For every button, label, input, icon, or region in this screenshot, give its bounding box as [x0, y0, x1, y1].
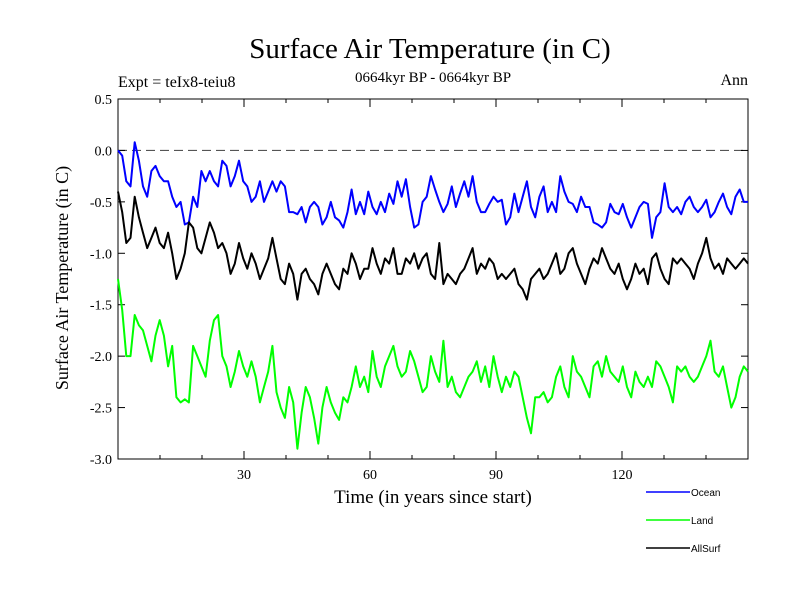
chart-title: Surface Air Temperature (in C): [249, 33, 610, 65]
y-tick-label: -3.0: [90, 453, 112, 468]
plot-frame: [117, 98, 749, 460]
series-line-land: [117, 278, 749, 450]
y-tick-label: -2.5: [90, 402, 112, 417]
y-axis-label: Surface Air Temperature (in C): [52, 166, 73, 390]
chart-subtitle: 0664kyr BP - 0664kyr BP: [355, 70, 511, 86]
series-line-ocean: [117, 141, 748, 239]
y-tick-label: -1.5: [90, 299, 112, 314]
series-line-allsurf: [117, 191, 749, 301]
y-tick-label: 0.0: [95, 144, 113, 159]
y-tick-label: 0.5: [95, 93, 113, 108]
x-tick-label: 60: [363, 468, 377, 483]
y-tick-label: -2.0: [90, 350, 112, 365]
legend-label-ocean: Ocean: [691, 488, 720, 499]
y-tick-label: -1.0: [90, 247, 112, 262]
expt-label: Expt = teIx8-teiu8: [118, 74, 235, 91]
x-tick-label: 90: [489, 468, 503, 483]
legend-label-allsurf: AllSurf: [691, 544, 721, 555]
period-label: Ann: [720, 72, 748, 89]
legend-label-land: Land: [691, 516, 713, 527]
y-tick-label: -0.5: [90, 196, 112, 211]
x-tick-label: 30: [237, 468, 251, 483]
x-axis-label: Time (in years since start): [334, 487, 532, 508]
x-tick-label: 120: [612, 468, 633, 483]
